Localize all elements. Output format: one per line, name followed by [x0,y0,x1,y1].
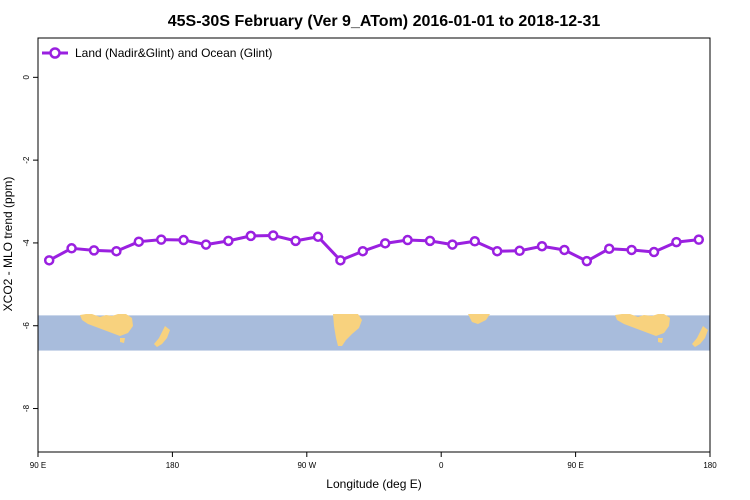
data-point [66,243,77,254]
data-point [693,234,705,245]
data-point [648,246,660,258]
y-axis-label: XCO2 - MLO trend (ppm) [1,177,15,312]
data-point [155,234,167,245]
data-point [133,236,145,247]
data-point [491,245,503,257]
data-point [178,234,189,246]
x-tick-label: 180 [703,461,717,470]
data-point [357,245,369,257]
tasmania-land-2 [658,338,663,343]
data-point [43,255,55,266]
data-point [469,236,481,247]
y-tick-label: -2 [22,156,31,164]
data-point [514,245,525,257]
x-axis-label: Longitude (deg E) [326,477,421,491]
data-point [447,239,458,250]
world-map-strip [38,314,710,351]
australia-land-2 [615,314,670,336]
data-point [200,239,212,250]
data-point [290,235,301,247]
data-point [671,236,682,248]
x-tick-label: 90 W [297,461,316,470]
plot-frame [37,37,711,453]
data-point [379,238,391,249]
new-zealand-land [154,326,170,347]
data-point [581,255,593,267]
legend-marker [49,47,61,59]
data-point [312,231,324,242]
x-tick-label: 90 E [30,461,46,470]
australia-land [80,314,133,336]
series-line [48,233,699,263]
tasmania-land [120,338,125,343]
data-point [536,240,548,252]
legend-label: Land (Nadir&Glint) and Ocean (Glint) [75,46,272,60]
chart-title: 45S-30S February (Ver 9_ATom) 2016-01-01… [168,13,601,30]
data-point [402,234,413,246]
series-layer [43,230,705,267]
data-point [88,245,100,256]
data-point [111,245,122,257]
data-point [267,230,279,241]
x-tick-label: 0 [439,461,444,470]
x-tick-label: 90 E [567,461,583,470]
y-tick-label: -8 [22,404,31,412]
data-point [424,235,436,247]
new-zealand-land-2 [692,326,708,347]
data-point [335,255,346,266]
data-point [559,244,570,256]
data-point [223,235,234,247]
x-axis: 90 E 180 90 W 0 90 E 180 [30,452,717,470]
y-axis: 0 -2 -4 -6 -8 [22,75,38,412]
data-point [245,230,257,242]
y-tick-label: 0 [22,75,31,80]
ocean-band [38,315,710,351]
data-point [603,243,615,254]
south-africa-land [468,314,490,324]
legend: Land (Nadir&Glint) and Ocean (Glint) [42,46,272,60]
y-tick-label: -4 [22,239,31,247]
data-point [626,244,637,256]
y-tick-label: -6 [22,322,31,330]
x-tick-label: 180 [166,461,180,470]
south-america-land [333,314,362,346]
